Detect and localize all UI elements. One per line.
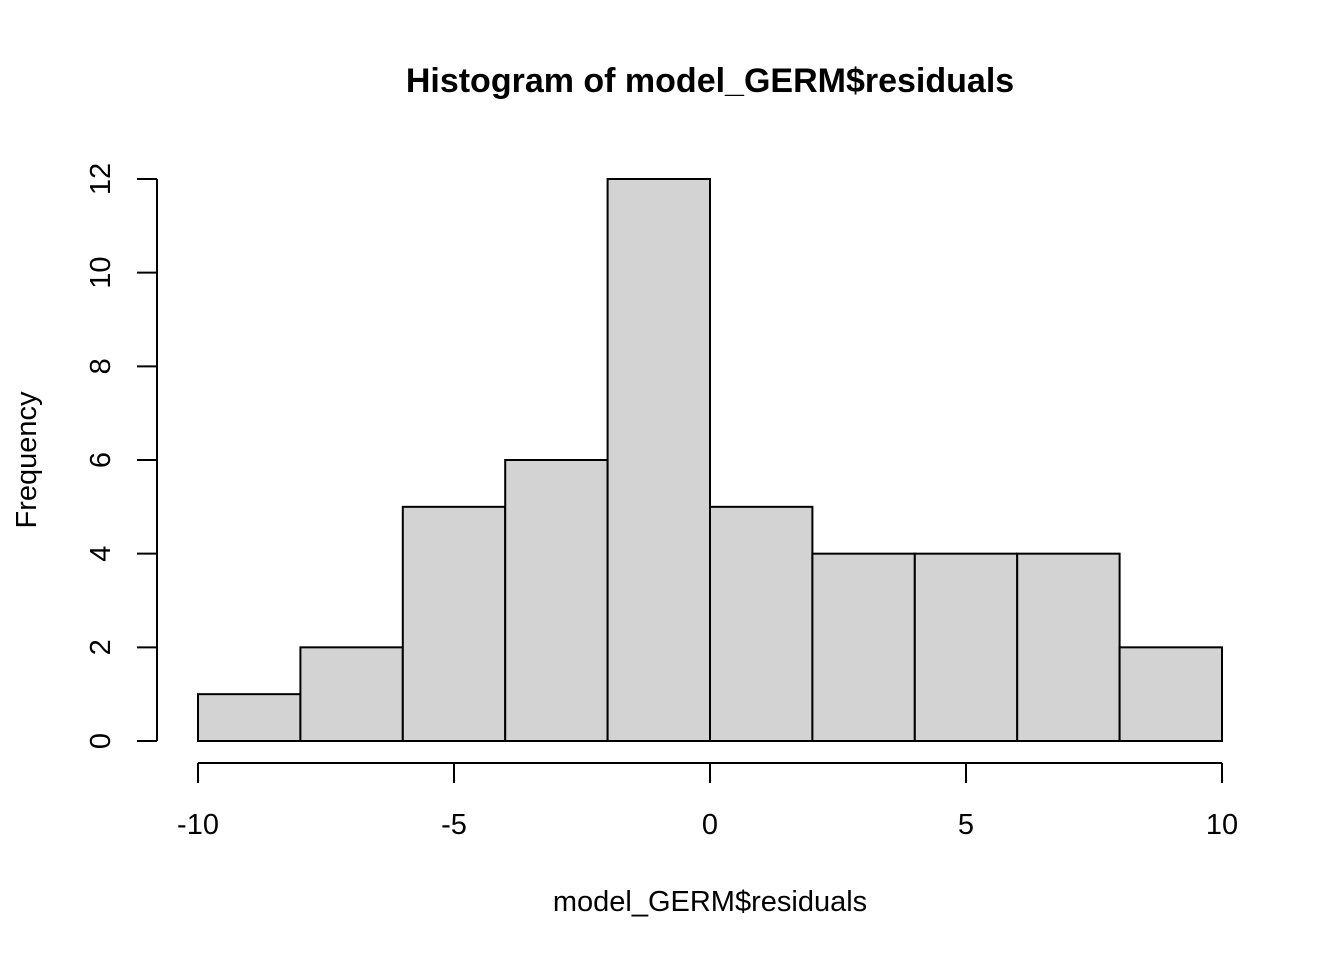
y-tick-label: 4 [85,546,117,562]
y-tick-label: 6 [85,452,117,468]
histogram-bar [709,505,814,743]
histogram-bar [299,646,404,742]
x-axis: -10 -5 0 5 10 [177,762,1238,841]
x-axis-label: model_GERM$residuals [553,886,867,918]
x-tick-label: 5 [958,809,974,841]
y-axis-label: Frequency [11,391,43,529]
histogram-bar [913,552,1019,743]
x-tick-label: 0 [702,809,718,841]
x-tick-label: 10 [1206,809,1238,841]
histogram-bar [1118,646,1223,742]
y-tick-label: 10 [85,257,117,289]
histogram-bar [504,459,609,742]
histogram-bar [401,505,507,743]
y-tick-label: 8 [85,358,117,374]
histogram-bar [811,552,916,743]
bars-group [197,178,1223,743]
y-axis: 0 2 4 6 8 10 12 [85,163,158,749]
x-tick-label: -5 [441,809,467,841]
y-tick-label: 2 [85,639,117,655]
histogram-bar [1016,552,1121,743]
y-tick-label: 0 [85,733,117,749]
x-tick-label: -10 [177,809,219,841]
chart-title: Histogram of model_GERM$residuals [406,62,1014,100]
y-tick-label: 12 [85,163,117,195]
histogram-bar [197,693,302,743]
histogram-bar [606,178,711,742]
